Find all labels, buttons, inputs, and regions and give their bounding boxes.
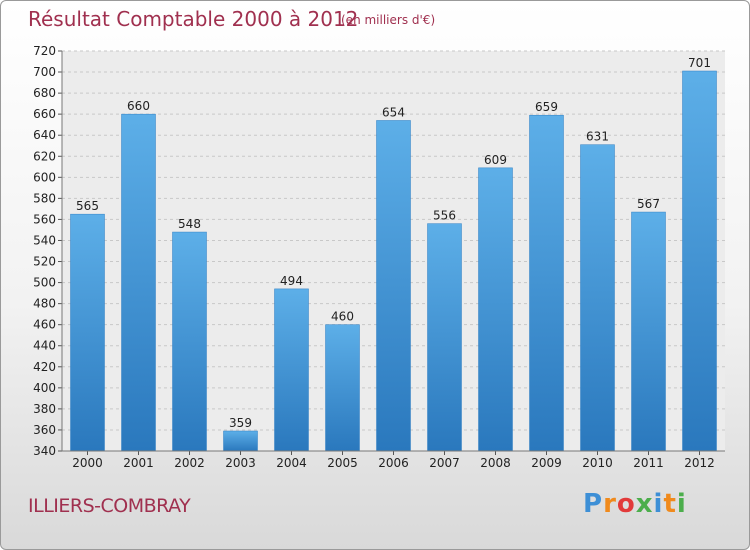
y-tick-label: 420 xyxy=(33,360,56,374)
x-axis: 2000 2001 2002 2003 2004 2005 2006 2007 2008 2009… xyxy=(62,450,725,470)
logo-letter: o xyxy=(616,489,636,519)
y-tick-label: 640 xyxy=(33,128,56,142)
x-tick-label-2012: 2012 xyxy=(684,456,715,470)
value-label-2009: 659 xyxy=(535,100,558,114)
bar-2003 xyxy=(223,430,258,452)
value-label-2002: 548 xyxy=(178,217,201,231)
x-tick-label-2006: 2006 xyxy=(378,456,409,470)
y-tick-label: 520 xyxy=(33,255,56,269)
y-tick-label: 600 xyxy=(33,170,56,184)
y-tick-label: 400 xyxy=(33,381,56,395)
x-tick-label-2010: 2010 xyxy=(582,456,613,470)
x-tick-label-2002: 2002 xyxy=(174,456,205,470)
value-label-2004: 494 xyxy=(280,274,303,288)
logo-letter: t xyxy=(663,489,677,519)
value-label-2003: 359 xyxy=(229,416,252,430)
logo-letter: x xyxy=(635,489,654,519)
bar-2004 xyxy=(274,288,309,452)
y-tick-label: 440 xyxy=(33,339,56,353)
x-tick-label-2000: 2000 xyxy=(72,456,103,470)
proxiti-logo: Proxiti xyxy=(583,489,687,519)
bar-2012 xyxy=(682,70,717,452)
bar-2005 xyxy=(325,324,360,452)
bar-2006 xyxy=(376,120,411,452)
value-label-2012: 701 xyxy=(688,56,711,70)
x-tick-label-2007: 2007 xyxy=(429,456,460,470)
value-label-2007: 556 xyxy=(433,209,456,223)
x-tick-label-2011: 2011 xyxy=(633,456,664,470)
y-tick-label: 620 xyxy=(33,149,56,163)
bar-2010 xyxy=(580,144,615,452)
value-label-2010: 631 xyxy=(586,130,609,144)
y-tick-label: 660 xyxy=(33,107,56,121)
value-label-2005: 460 xyxy=(331,310,354,324)
y-tick-label: 560 xyxy=(33,212,56,226)
x-tick-label-2004: 2004 xyxy=(276,456,307,470)
chart-title: Résultat Comptable 2000 à 2012 xyxy=(28,7,359,31)
bar-2001 xyxy=(121,113,156,452)
y-tick-label: 720 xyxy=(33,44,56,58)
value-label-2011: 567 xyxy=(637,197,660,211)
x-tick-label-2005: 2005 xyxy=(327,456,358,470)
y-tick-label: 700 xyxy=(33,65,56,79)
logo-letter: r xyxy=(603,489,617,519)
bar-2000 xyxy=(70,213,105,452)
x-tick-label-2008: 2008 xyxy=(480,456,511,470)
chart-subtitle: (en milliers d'€) xyxy=(341,13,436,27)
y-tick-label: 360 xyxy=(33,423,56,437)
y-tick-label: 340 xyxy=(33,444,56,458)
logo-letter: i xyxy=(653,489,664,519)
y-tick-label: 540 xyxy=(33,233,56,247)
x-tick-label-2003: 2003 xyxy=(225,456,256,470)
y-tick-label: 500 xyxy=(33,276,56,290)
bar-2002 xyxy=(172,231,207,452)
logo-letter: P xyxy=(583,489,604,519)
value-label-2008: 609 xyxy=(484,153,507,167)
logo-letter: i xyxy=(676,489,687,519)
y-axis: 340 360 380 400 420 440 460 480 500 520 540 560 580 6… xyxy=(33,44,63,458)
x-tick-label-2001: 2001 xyxy=(123,456,154,470)
value-label-2001: 660 xyxy=(127,99,150,113)
x-tick-label-2009: 2009 xyxy=(531,456,562,470)
bar-2008 xyxy=(478,167,513,452)
y-tick-label: 680 xyxy=(33,86,56,100)
commune-name: ILLIERS-COMBRAY xyxy=(28,495,191,517)
y-tick-label: 460 xyxy=(33,318,56,332)
bars: 565 660 548 359 494 460 654 556 609 659 631 567 701 xyxy=(70,56,717,452)
value-label-2006: 654 xyxy=(382,105,405,119)
bar-2011 xyxy=(631,211,666,452)
bar-2007 xyxy=(427,223,462,452)
value-label-2000: 565 xyxy=(76,199,99,213)
bar-2009 xyxy=(529,114,564,452)
y-tick-label: 580 xyxy=(33,191,56,205)
y-tick-label: 480 xyxy=(33,297,56,311)
y-tick-label: 380 xyxy=(33,402,56,416)
